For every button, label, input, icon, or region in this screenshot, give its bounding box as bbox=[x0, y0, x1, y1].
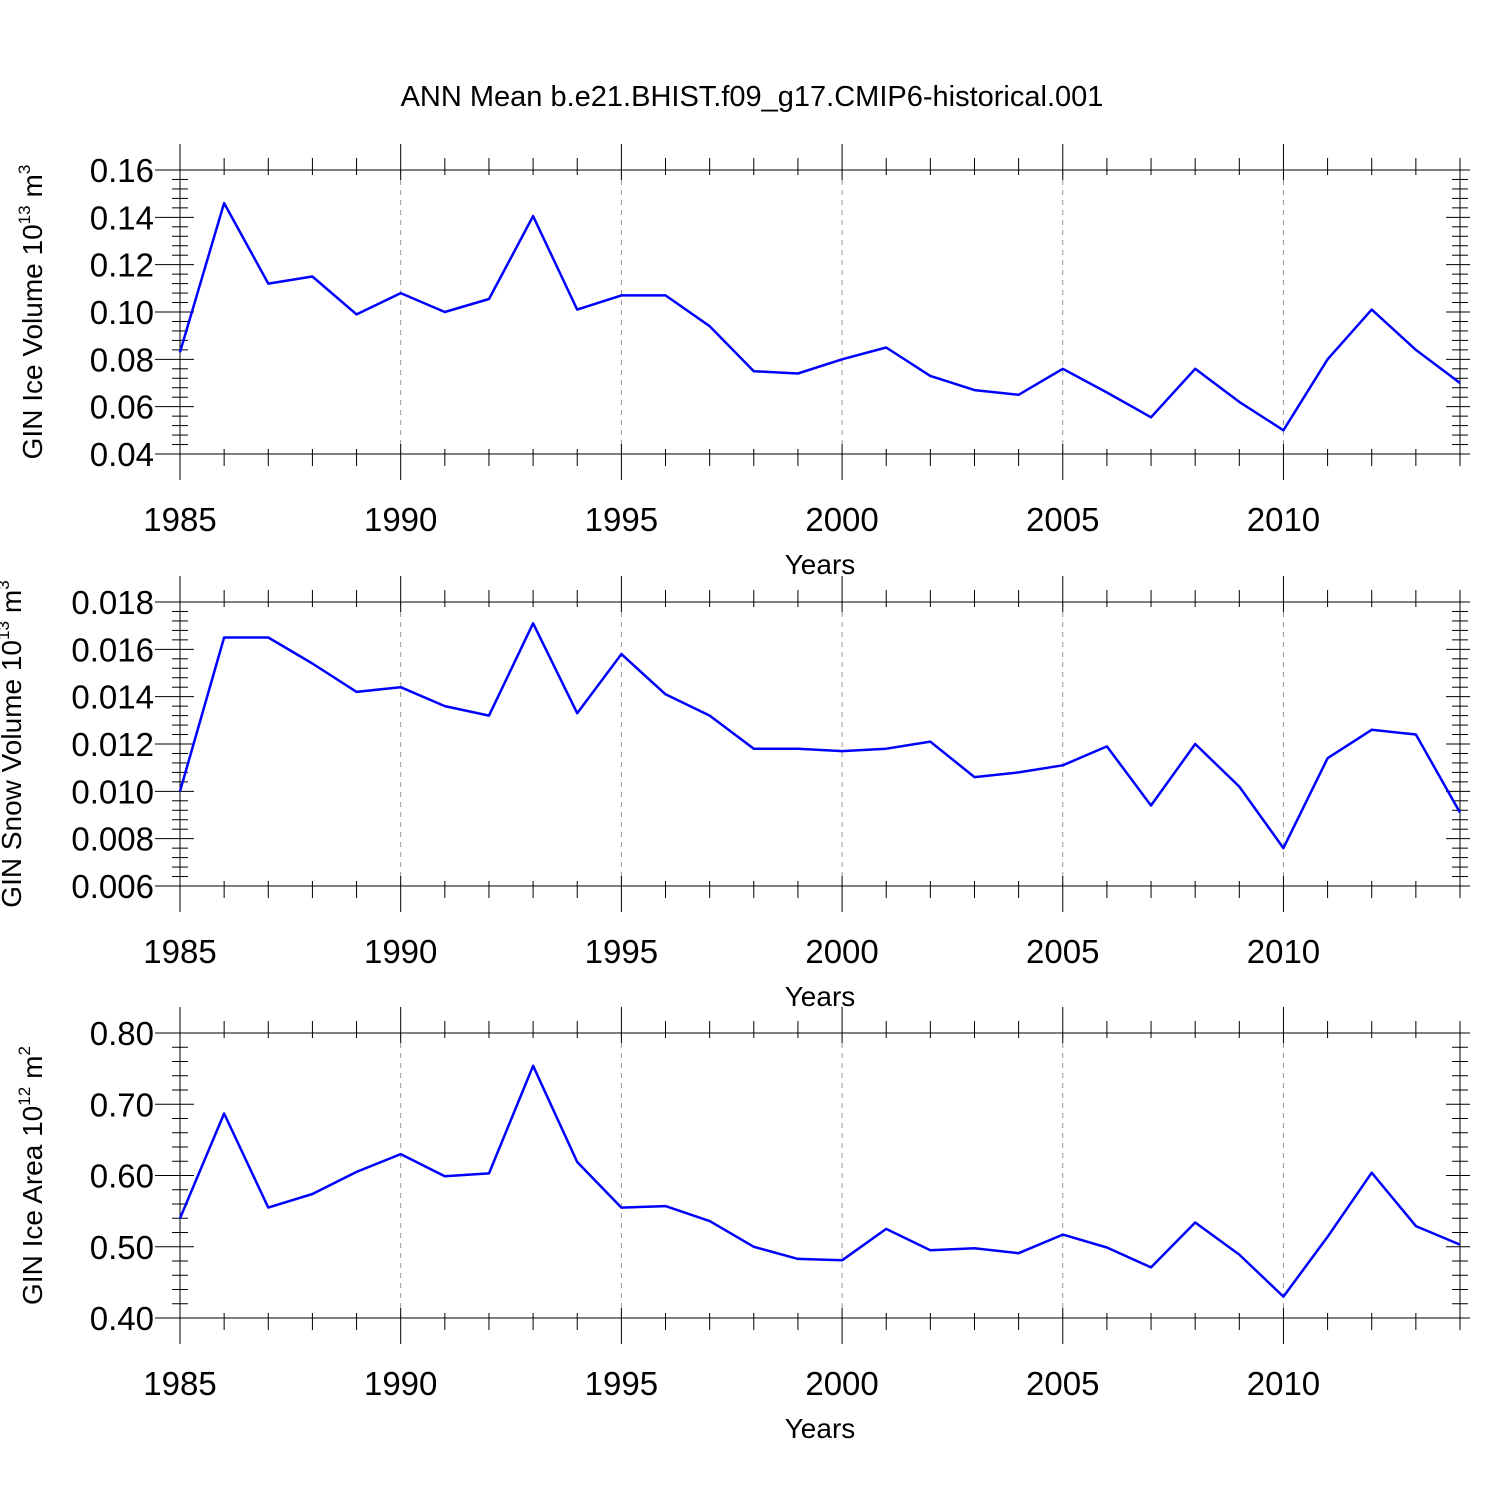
x-tick-label: 2000 bbox=[805, 1365, 878, 1402]
series-line bbox=[178, 622, 1462, 850]
x-tick-label: 1985 bbox=[143, 933, 216, 970]
y-tick-label: 0.50 bbox=[90, 1229, 154, 1266]
y-tick-label: 0.016 bbox=[71, 631, 154, 668]
y-tick-label: 0.14 bbox=[90, 199, 154, 236]
x-axis-label: Years bbox=[785, 549, 856, 580]
panel-3: 1985 1990 1995 2000 2005 2010 0.40 0.50 0.60 0.70… bbox=[15, 1007, 1470, 1444]
y-tick-label: 0.006 bbox=[71, 868, 154, 905]
x-tick-label: 1985 bbox=[143, 1365, 216, 1402]
plot-frame bbox=[179, 601, 1461, 887]
x-tick-label: 1990 bbox=[364, 1365, 437, 1402]
y-tick-label: 0.08 bbox=[90, 341, 154, 378]
x-tick-label: 2005 bbox=[1026, 501, 1099, 538]
x-tick-label: 2000 bbox=[805, 501, 878, 538]
y-tick-label: 0.010 bbox=[71, 773, 154, 810]
y-label-exponent: 13 bbox=[15, 205, 34, 224]
x-axis-label: Years bbox=[785, 1413, 856, 1444]
x-tick-label: 2010 bbox=[1247, 1365, 1320, 1402]
x-tick-label: 2005 bbox=[1026, 1365, 1099, 1402]
y-tick-label: 0.16 bbox=[90, 152, 154, 189]
y-tick-label: 0.70 bbox=[90, 1086, 154, 1123]
plot-frame bbox=[179, 169, 1461, 455]
y-label-exponent: 12 bbox=[15, 1087, 34, 1106]
y-label-text: GIN Snow Volume 10 bbox=[0, 640, 27, 908]
y-tick-label: 0.018 bbox=[71, 584, 154, 621]
series-line bbox=[178, 201, 1461, 432]
y-label-unit-exponent: 3 bbox=[15, 165, 34, 174]
plot-frame bbox=[179, 1032, 1461, 1319]
x-tick-label: 1995 bbox=[585, 933, 658, 970]
x-tick-label: 2010 bbox=[1247, 933, 1320, 970]
y-label-text: GIN Ice Area 10 bbox=[17, 1106, 48, 1305]
y-tick-label: 0.04 bbox=[90, 436, 154, 473]
panels: 1985 1990 1995 2000 2005 2010 0.04 0.06 0.08 0.10… bbox=[0, 144, 1470, 1444]
y-axis-label: GIN Snow Volume 1013 m3 bbox=[0, 580, 27, 907]
panel-2: 1985 1990 1995 2000 2005 2010 0.006 0.008 0.010 0… bbox=[0, 576, 1470, 1012]
x-tick-label: 2010 bbox=[1247, 501, 1320, 538]
y-tick-label: 0.008 bbox=[71, 821, 154, 858]
x-tick-label: 2005 bbox=[1026, 933, 1099, 970]
y-tick-label: 0.60 bbox=[90, 1158, 154, 1195]
y-label-unit-exponent: 3 bbox=[0, 580, 13, 589]
y-label-unit: m bbox=[17, 174, 48, 197]
panel-1: 1985 1990 1995 2000 2005 2010 0.04 0.06 0.08 0.10… bbox=[15, 144, 1470, 580]
y-tick-label: 0.80 bbox=[90, 1015, 154, 1052]
y-label-unit: m bbox=[17, 1056, 48, 1079]
y-label-text: GIN Ice Volume 10 bbox=[17, 224, 48, 459]
y-tick-label: 0.12 bbox=[90, 247, 154, 284]
y-label-unit-exponent: 2 bbox=[15, 1046, 34, 1055]
x-tick-label: 1985 bbox=[143, 501, 216, 538]
y-axis-label: GIN Ice Area 1012 m2 bbox=[15, 1046, 48, 1305]
x-axis-label: Years bbox=[785, 981, 856, 1012]
y-tick-label: 0.014 bbox=[71, 679, 154, 716]
y-tick-label: 0.012 bbox=[71, 726, 154, 763]
x-tick-label: 1990 bbox=[364, 501, 437, 538]
x-tick-label: 2000 bbox=[805, 933, 878, 970]
series-line bbox=[178, 1064, 1461, 1298]
figure-title: ANN Mean b.e21.BHIST.f09_g17.CMIP6-histo… bbox=[401, 81, 1104, 113]
y-label-exponent: 13 bbox=[0, 621, 13, 640]
y-tick-label: 0.10 bbox=[90, 294, 154, 331]
x-tick-label: 1995 bbox=[585, 1365, 658, 1402]
y-axis-label: GIN Ice Volume 1013 m3 bbox=[15, 165, 48, 460]
y-label-unit: m bbox=[0, 590, 27, 613]
y-tick-label: 0.06 bbox=[90, 389, 154, 426]
x-tick-label: 1995 bbox=[585, 501, 658, 538]
y-tick-label: 0.40 bbox=[90, 1300, 154, 1337]
x-tick-label: 1990 bbox=[364, 933, 437, 970]
